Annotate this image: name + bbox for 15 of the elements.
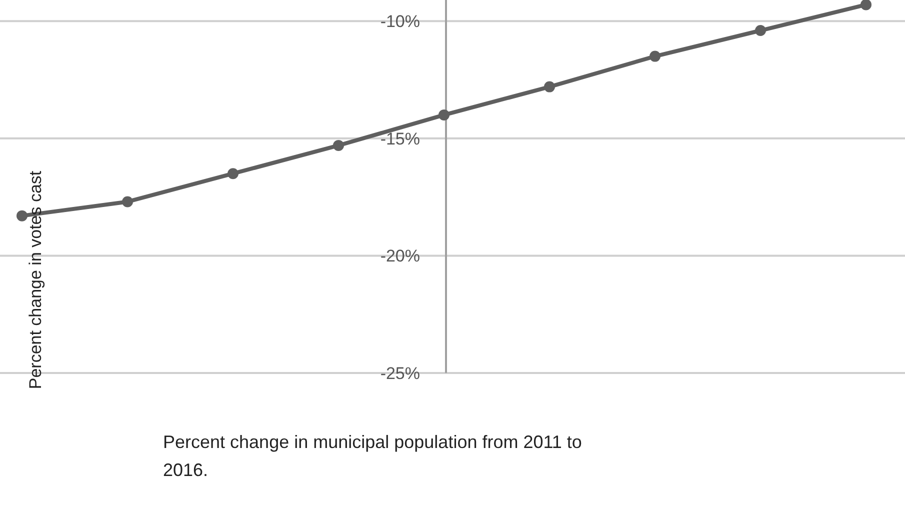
y-tick-label: -20% xyxy=(380,246,420,266)
y-tick-label: -25% xyxy=(380,364,420,383)
point xyxy=(438,109,450,120)
point xyxy=(860,0,872,10)
point xyxy=(333,140,344,151)
point xyxy=(544,81,555,92)
y-axis-title: Percent change in votes cast xyxy=(26,170,45,390)
y-tick-label: -10% xyxy=(380,12,420,32)
y-tick-label: -15% xyxy=(380,129,420,148)
point xyxy=(755,24,766,36)
point xyxy=(650,50,660,62)
x-axis-title: Percent change in municipal population from 2011 to 2016. xyxy=(163,432,582,480)
point xyxy=(228,168,238,180)
point xyxy=(122,196,133,208)
point xyxy=(16,210,28,222)
